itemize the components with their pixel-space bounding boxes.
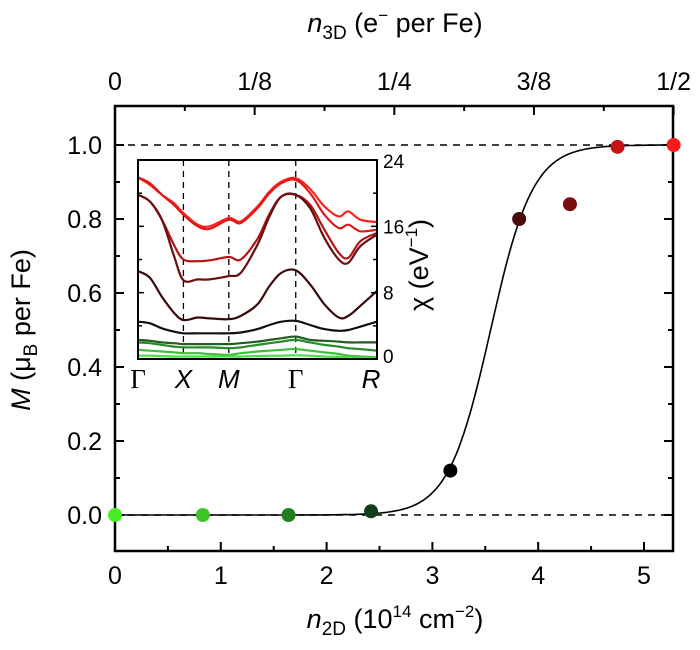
inset-series-line: [137, 319, 378, 335]
inset-series-line: [137, 192, 378, 263]
top-tick-label: 3/8: [517, 68, 552, 96]
y-axis-title: M (μB per Fe): [6, 249, 42, 411]
y-tick-label: 0.4: [67, 354, 102, 382]
inset-y-tick-label: 16: [383, 217, 404, 238]
main-axis-ticks: 0 1 2 3 4 5 0.0 0.2 0.4 0.6 0.8 1.0: [67, 132, 673, 590]
inset-series-line: [137, 347, 378, 359]
inset-k-label: M: [218, 364, 240, 394]
inset-y-axis-title: χ (eV−1): [402, 219, 434, 311]
data-point: [281, 508, 296, 522]
inset-k-label: R: [362, 364, 381, 394]
inset-y-tick-label: 24: [383, 152, 405, 173]
inset-series-line: [137, 268, 378, 322]
inset-series-line: [137, 354, 378, 360]
inset-k-label: Γ: [288, 364, 304, 394]
y-tick-label: 0.0: [67, 502, 102, 530]
top-axis-title: n3D (e− per Fe): [307, 6, 482, 44]
data-point: [364, 504, 379, 519]
data-points: [108, 138, 681, 522]
plot-frame: [113, 104, 675, 553]
x-tick-label: 0: [108, 562, 122, 590]
inset-k-label: X: [174, 364, 194, 394]
x-tick-label: 2: [320, 562, 334, 590]
top-axis-ticks: 0 1/8 1/4 3/8 1/2: [108, 68, 691, 115]
data-point: [512, 212, 527, 226]
x-tick-label: 1: [214, 562, 228, 590]
top-tick-label: 1/8: [237, 68, 272, 96]
x-tick-label: 5: [637, 562, 651, 590]
data-point: [443, 463, 458, 478]
inset-series-line: [137, 335, 377, 346]
inset-series-line: [137, 338, 378, 352]
inset-y-tick-label: 8: [383, 284, 394, 305]
y-tick-label: 0.6: [67, 280, 102, 308]
data-point: [195, 508, 210, 522]
y-tick-label: 1.0: [67, 132, 102, 160]
x-tick-label: 4: [531, 562, 545, 590]
y-tick-label: 0.8: [67, 206, 102, 234]
inset-series-line: [137, 176, 378, 228]
x-tick-label: 3: [425, 562, 439, 590]
inset-series: [137, 176, 378, 360]
top-tick-label: 1/2: [656, 68, 691, 96]
inset-background: [138, 160, 377, 359]
y-tick-label: 0.2: [67, 428, 102, 456]
data-point: [108, 508, 122, 522]
inset-series-line: [137, 176, 378, 233]
inset-series-line: [137, 192, 378, 283]
top-tick-label: 0: [108, 68, 122, 96]
inset-k-label: Γ: [130, 364, 146, 394]
data-point: [562, 197, 577, 212]
data-point: [666, 138, 681, 152]
top-tick-label: 1/4: [377, 68, 412, 96]
x-axis-title: n2D (1014 cm−2): [307, 602, 484, 640]
inset-y-tick-label: 0: [383, 347, 394, 368]
data-point: [610, 139, 625, 154]
